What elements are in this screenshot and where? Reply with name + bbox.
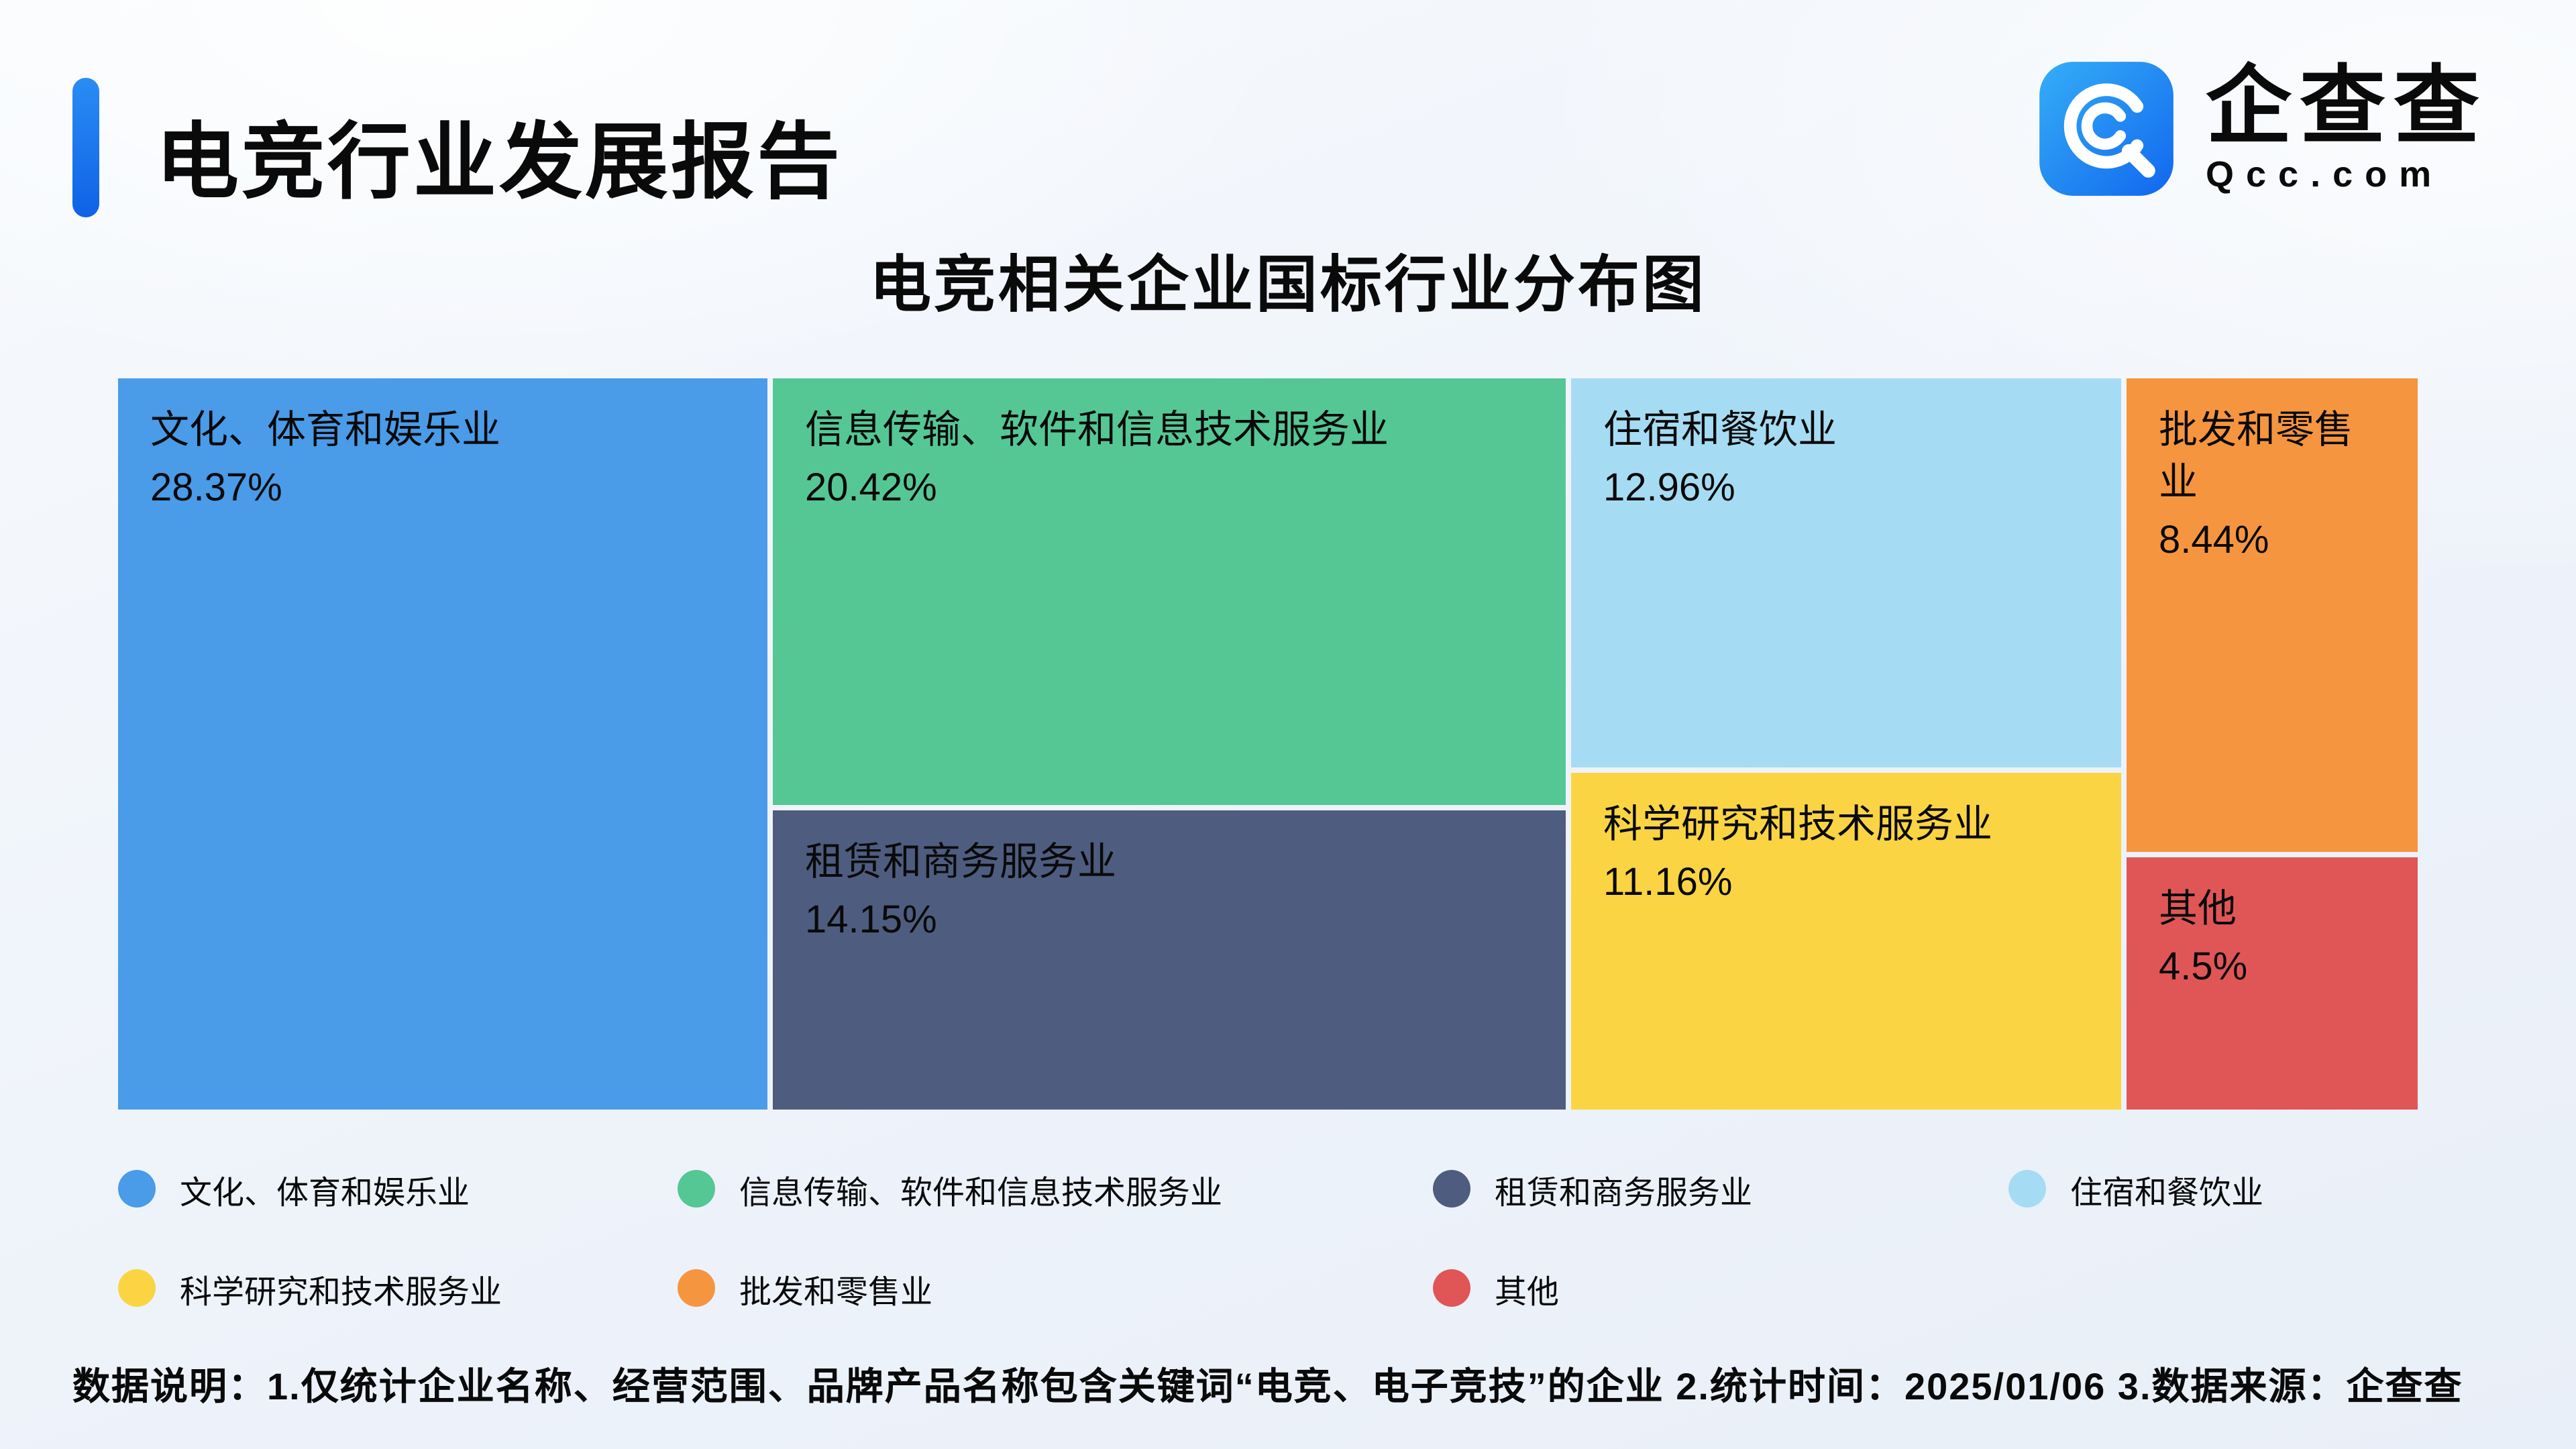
qcc-logo-text: 企查查 [2206, 57, 2487, 154]
cell-label: 批发和零售业 [2159, 409, 2354, 505]
cell-value: 28.37% [150, 467, 282, 511]
treemap-cell-culture-sports: 文化、体育和娱乐业 28.37% [118, 378, 767, 1110]
title-accent-bar [72, 78, 99, 217]
legend-item-culture-sports: 文化、体育和娱乐业 [118, 1165, 470, 1213]
cell-value: 20.42% [805, 467, 937, 511]
qcc-logo-icon [2039, 62, 2174, 196]
legend-dot [678, 1269, 715, 1307]
treemap-cell-scientific-research: 科学研究和技术服务业 11.16% [1571, 773, 2121, 1110]
cell-value: 12.96% [1603, 467, 1735, 511]
legend-label: 其他 [1495, 1274, 1559, 1310]
legend-dot [1433, 1170, 1470, 1208]
legend-dot [118, 1269, 156, 1307]
cell-label: 住宿和餐饮业 [1603, 409, 1837, 452]
cell-label: 科学研究和技术服务业 [1603, 804, 1993, 847]
treemap-chart: 文化、体育和娱乐业 28.37% 信息传输、软件和信息技术服务业 20.42% … [118, 378, 2418, 1110]
cell-value: 8.44% [2159, 519, 2269, 563]
treemap-cell-hospitality-catering: 住宿和餐饮业 12.96% [1571, 378, 2121, 767]
legend-dot [2008, 1170, 2046, 1208]
legend-dot [118, 1170, 156, 1208]
legend-item-scientific-research: 科学研究和技术服务业 [118, 1264, 502, 1312]
legend-label: 信息传输、软件和信息技术服务业 [739, 1175, 1222, 1211]
legend-label: 住宿和餐饮业 [2070, 1175, 2263, 1211]
cell-label: 信息传输、软件和信息技术服务业 [805, 409, 1389, 452]
cell-value: 14.15% [805, 899, 937, 943]
cell-label: 文化、体育和娱乐业 [150, 409, 501, 452]
cell-value: 11.16% [1603, 861, 1733, 905]
data-notes: 数据说明：1.仅统计企业名称、经营范围、品牌产品名称包含关键词“电竞、电子竞技”… [72, 1366, 2463, 1407]
treemap-cell-wholesale-retail: 批发和零售业 8.44% [2127, 378, 2418, 852]
treemap-cell-leasing-business: 租赁和商务服务业 14.15% [773, 810, 1566, 1110]
legend-item-it-services: 信息传输、软件和信息技术服务业 [678, 1165, 1222, 1213]
qcc-logo-text-block: 企查查 Qcc.com [2206, 57, 2487, 196]
qcc-logo: 企查查 Qcc.com [2037, 59, 2487, 199]
page-title: 电竞行业发展报告 [156, 117, 843, 209]
cell-label: 租赁和商务服务业 [805, 841, 1117, 884]
legend-label: 租赁和商务服务业 [1495, 1175, 1752, 1211]
cell-value: 4.5% [2159, 946, 2248, 989]
legend-label: 科学研究和技术服务业 [180, 1274, 502, 1310]
legend-item-hospitality-catering: 住宿和餐饮业 [2008, 1165, 2263, 1213]
legend-item-leasing-business: 租赁和商务服务业 [1433, 1165, 1752, 1213]
cell-label: 其他 [2159, 888, 2237, 931]
treemap-cell-other: 其他 4.5% [2127, 857, 2418, 1110]
legend-dot [678, 1170, 715, 1208]
legend-label: 文化、体育和娱乐业 [180, 1175, 470, 1211]
legend-label: 批发和零售业 [739, 1274, 932, 1310]
chart-title: 电竞相关企业国标行业分布图 [869, 250, 1707, 319]
treemap-cell-it-services: 信息传输、软件和信息技术服务业 20.42% [773, 378, 1566, 805]
qcc-logo-subtext: Qcc.com [2206, 154, 2444, 195]
legend-item-other: 其他 [1433, 1264, 1559, 1312]
legend-dot [1433, 1269, 1470, 1307]
legend-item-wholesale-retail: 批发和零售业 [678, 1264, 932, 1312]
